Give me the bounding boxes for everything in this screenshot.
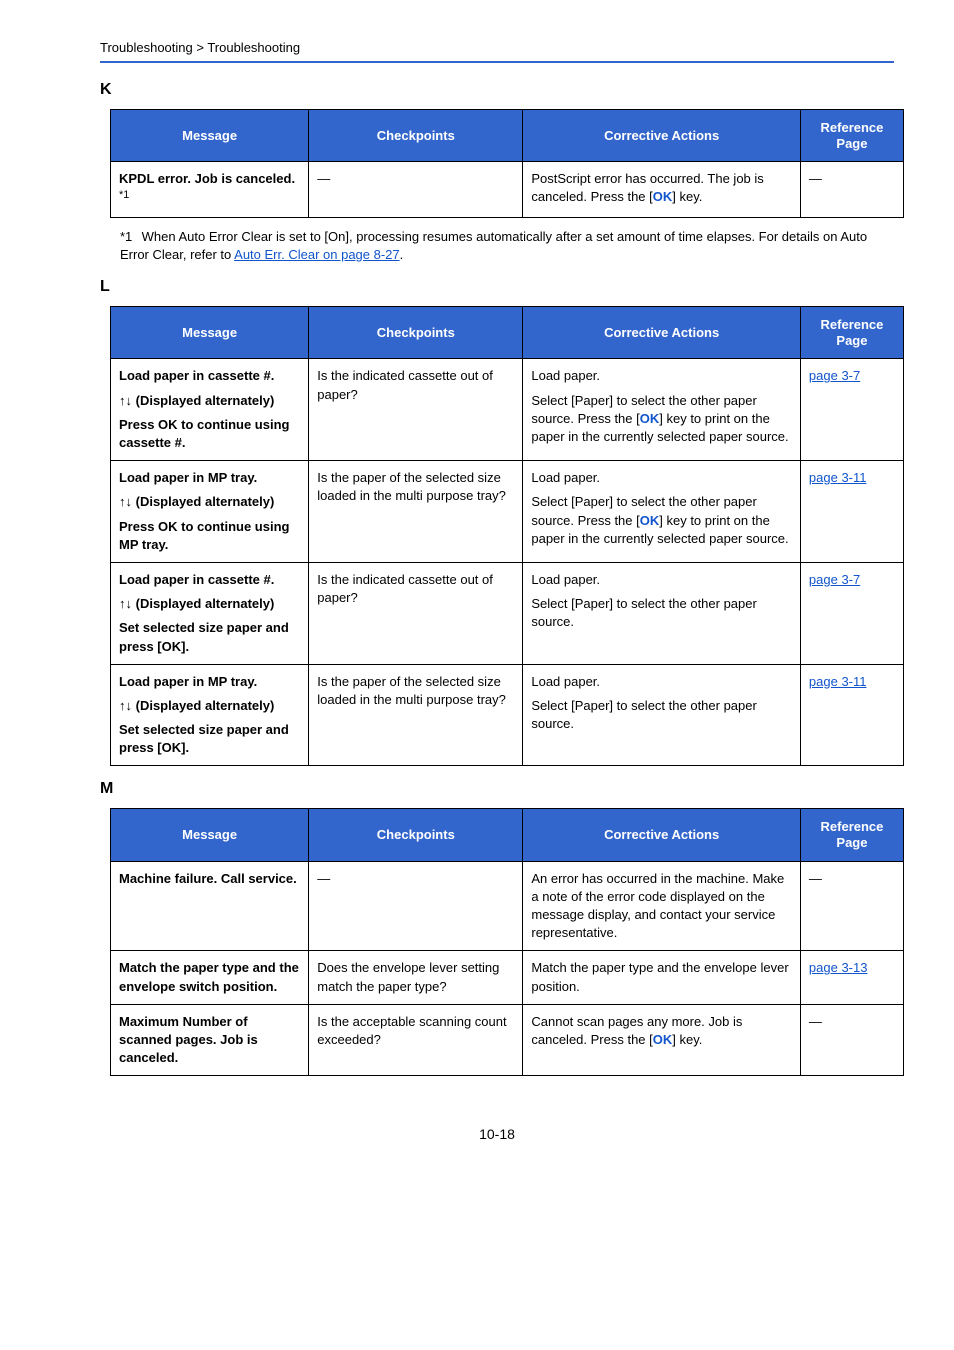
cell-message: Maximum Number of scanned pages. Job is … [111, 1004, 309, 1076]
table-row: Match the paper type and the envelope sw… [111, 951, 904, 1004]
table-row: Load paper in cassette #.↑↓ (Displayed a… [111, 562, 904, 664]
cell-checkpoints: Is the paper of the selected size loaded… [309, 664, 523, 766]
link-text[interactable]: page 3-7 [809, 572, 860, 587]
cell-reference: ― [800, 162, 903, 218]
cell-corrective: An error has occurred in the machine. Ma… [523, 861, 801, 951]
table-row: Load paper in MP tray.↑↓ (Displayed alte… [111, 664, 904, 766]
col-checkpoints: Checkpoints [309, 809, 523, 861]
breadcrumb: Troubleshooting > Troubleshooting [100, 40, 894, 55]
message-table: MessageCheckpointsCorrective ActionsRefe… [110, 808, 904, 1076]
col-corrective: Corrective Actions [523, 110, 801, 162]
table-row: Maximum Number of scanned pages. Job is … [111, 1004, 904, 1076]
cell-checkpoints: Is the acceptable scanning count exceede… [309, 1004, 523, 1076]
cell-reference: page 3-13 [800, 951, 903, 1004]
cell-reference: page 3-11 [800, 461, 903, 563]
page-number: 10-18 [100, 1126, 894, 1142]
link-text[interactable]: OK [640, 513, 660, 528]
cell-checkpoints: Is the paper of the selected size loaded… [309, 461, 523, 563]
cell-corrective: Load paper.Select [Paper] to select the … [523, 664, 801, 766]
col-message: Message [111, 307, 309, 359]
link-text[interactable]: OK [640, 411, 660, 426]
cell-corrective: Load paper.Select [Paper] to select the … [523, 562, 801, 664]
cell-message: KPDL error. Job is canceled. *1 [111, 162, 309, 218]
col-message: Message [111, 110, 309, 162]
cell-corrective: Cannot scan pages any more. Job is cance… [523, 1004, 801, 1076]
cell-corrective: Load paper.Select [Paper] to select the … [523, 359, 801, 461]
section-letter: L [100, 278, 894, 296]
cell-reference: page 3-7 [800, 359, 903, 461]
link-text[interactable]: page 3-7 [809, 368, 860, 383]
link-text[interactable]: OK [653, 1032, 673, 1047]
divider [100, 61, 894, 63]
col-reference: Reference Page [800, 809, 903, 861]
cell-message: Match the paper type and the envelope sw… [111, 951, 309, 1004]
cell-reference: ― [800, 861, 903, 951]
cell-message: Load paper in cassette #.↑↓ (Displayed a… [111, 359, 309, 461]
cell-checkpoints: ― [309, 861, 523, 951]
cell-checkpoints: Is the indicated cassette out of paper? [309, 562, 523, 664]
col-checkpoints: Checkpoints [309, 110, 523, 162]
col-corrective: Corrective Actions [523, 307, 801, 359]
col-message: Message [111, 809, 309, 861]
link-text[interactable]: Auto Err. Clear on page 8-27 [234, 247, 400, 262]
section-letter: K [100, 81, 894, 99]
cell-checkpoints: Does the envelope lever setting match th… [309, 951, 523, 1004]
col-reference: Reference Page [800, 307, 903, 359]
cell-corrective: Match the paper type and the envelope le… [523, 951, 801, 1004]
link-text[interactable]: page 3-11 [809, 470, 867, 485]
cell-reference: ― [800, 1004, 903, 1076]
cell-message: Load paper in MP tray.↑↓ (Displayed alte… [111, 461, 309, 563]
link-text[interactable]: page 3-13 [809, 960, 868, 975]
cell-checkpoints: Is the indicated cassette out of paper? [309, 359, 523, 461]
cell-message: Load paper in cassette #.↑↓ (Displayed a… [111, 562, 309, 664]
cell-message: Load paper in MP tray.↑↓ (Displayed alte… [111, 664, 309, 766]
message-table: MessageCheckpointsCorrective ActionsRefe… [110, 109, 904, 218]
table-row: KPDL error. Job is canceled. *1―PostScri… [111, 162, 904, 218]
section-letter: M [100, 780, 894, 798]
col-reference: Reference Page [800, 110, 903, 162]
col-checkpoints: Checkpoints [309, 307, 523, 359]
table-row: Load paper in cassette #.↑↓ (Displayed a… [111, 359, 904, 461]
cell-corrective: PostScript error has occurred. The job i… [523, 162, 801, 218]
message-table: MessageCheckpointsCorrective ActionsRefe… [110, 306, 904, 766]
col-corrective: Corrective Actions [523, 809, 801, 861]
table-row: Load paper in MP tray.↑↓ (Displayed alte… [111, 461, 904, 563]
page: Troubleshooting > Troubleshooting K Messa… [0, 0, 954, 1182]
cell-corrective: Load paper.Select [Paper] to select the … [523, 461, 801, 563]
footnote: *1 When Auto Error Clear is set to [On],… [120, 228, 894, 264]
cell-reference: page 3-11 [800, 664, 903, 766]
link-text[interactable]: OK [653, 189, 673, 204]
link-text[interactable]: page 3-11 [809, 674, 867, 689]
table-row: Machine failure. Call service.―An error … [111, 861, 904, 951]
cell-reference: page 3-7 [800, 562, 903, 664]
cell-message: Machine failure. Call service. [111, 861, 309, 951]
cell-checkpoints: ― [309, 162, 523, 218]
